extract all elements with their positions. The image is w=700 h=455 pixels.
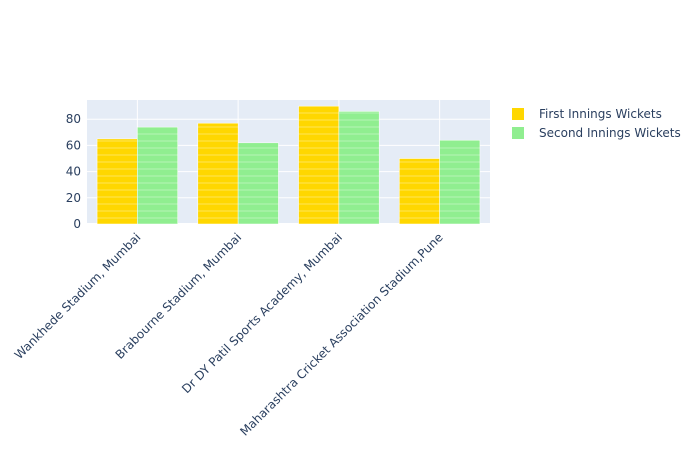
legend-label: First Innings Wickets [539, 107, 662, 121]
legend-item[interactable]: First Innings Wickets [512, 107, 662, 121]
bar-layer [96, 105, 481, 225]
legend[interactable]: First Innings Wickets Second Innings Wick… [512, 107, 681, 140]
legend-label: Second Innings Wickets [539, 126, 681, 140]
bar[interactable] [197, 122, 239, 225]
y-tick-label: 60 [66, 138, 81, 152]
y-axis-ticks: 0 20 40 60 80 [66, 112, 81, 231]
bar[interactable] [137, 126, 178, 225]
y-tick-label: 80 [66, 112, 81, 126]
legend-item[interactable]: Second Innings Wickets [512, 126, 681, 140]
bar[interactable] [237, 142, 279, 225]
y-tick-label: 0 [73, 217, 81, 231]
x-tick-label: Dr DY Patil Sports Academy, Mumbai [179, 230, 345, 396]
bar[interactable] [96, 138, 138, 225]
bar[interactable] [298, 105, 340, 225]
bar[interactable] [338, 111, 380, 225]
y-tick-label: 20 [66, 191, 81, 205]
bar[interactable] [439, 139, 481, 225]
x-tick-label: Maharashtra Cricket Association Stadium,… [237, 230, 445, 438]
y-tick-label: 40 [66, 165, 81, 179]
bar[interactable] [399, 158, 440, 225]
